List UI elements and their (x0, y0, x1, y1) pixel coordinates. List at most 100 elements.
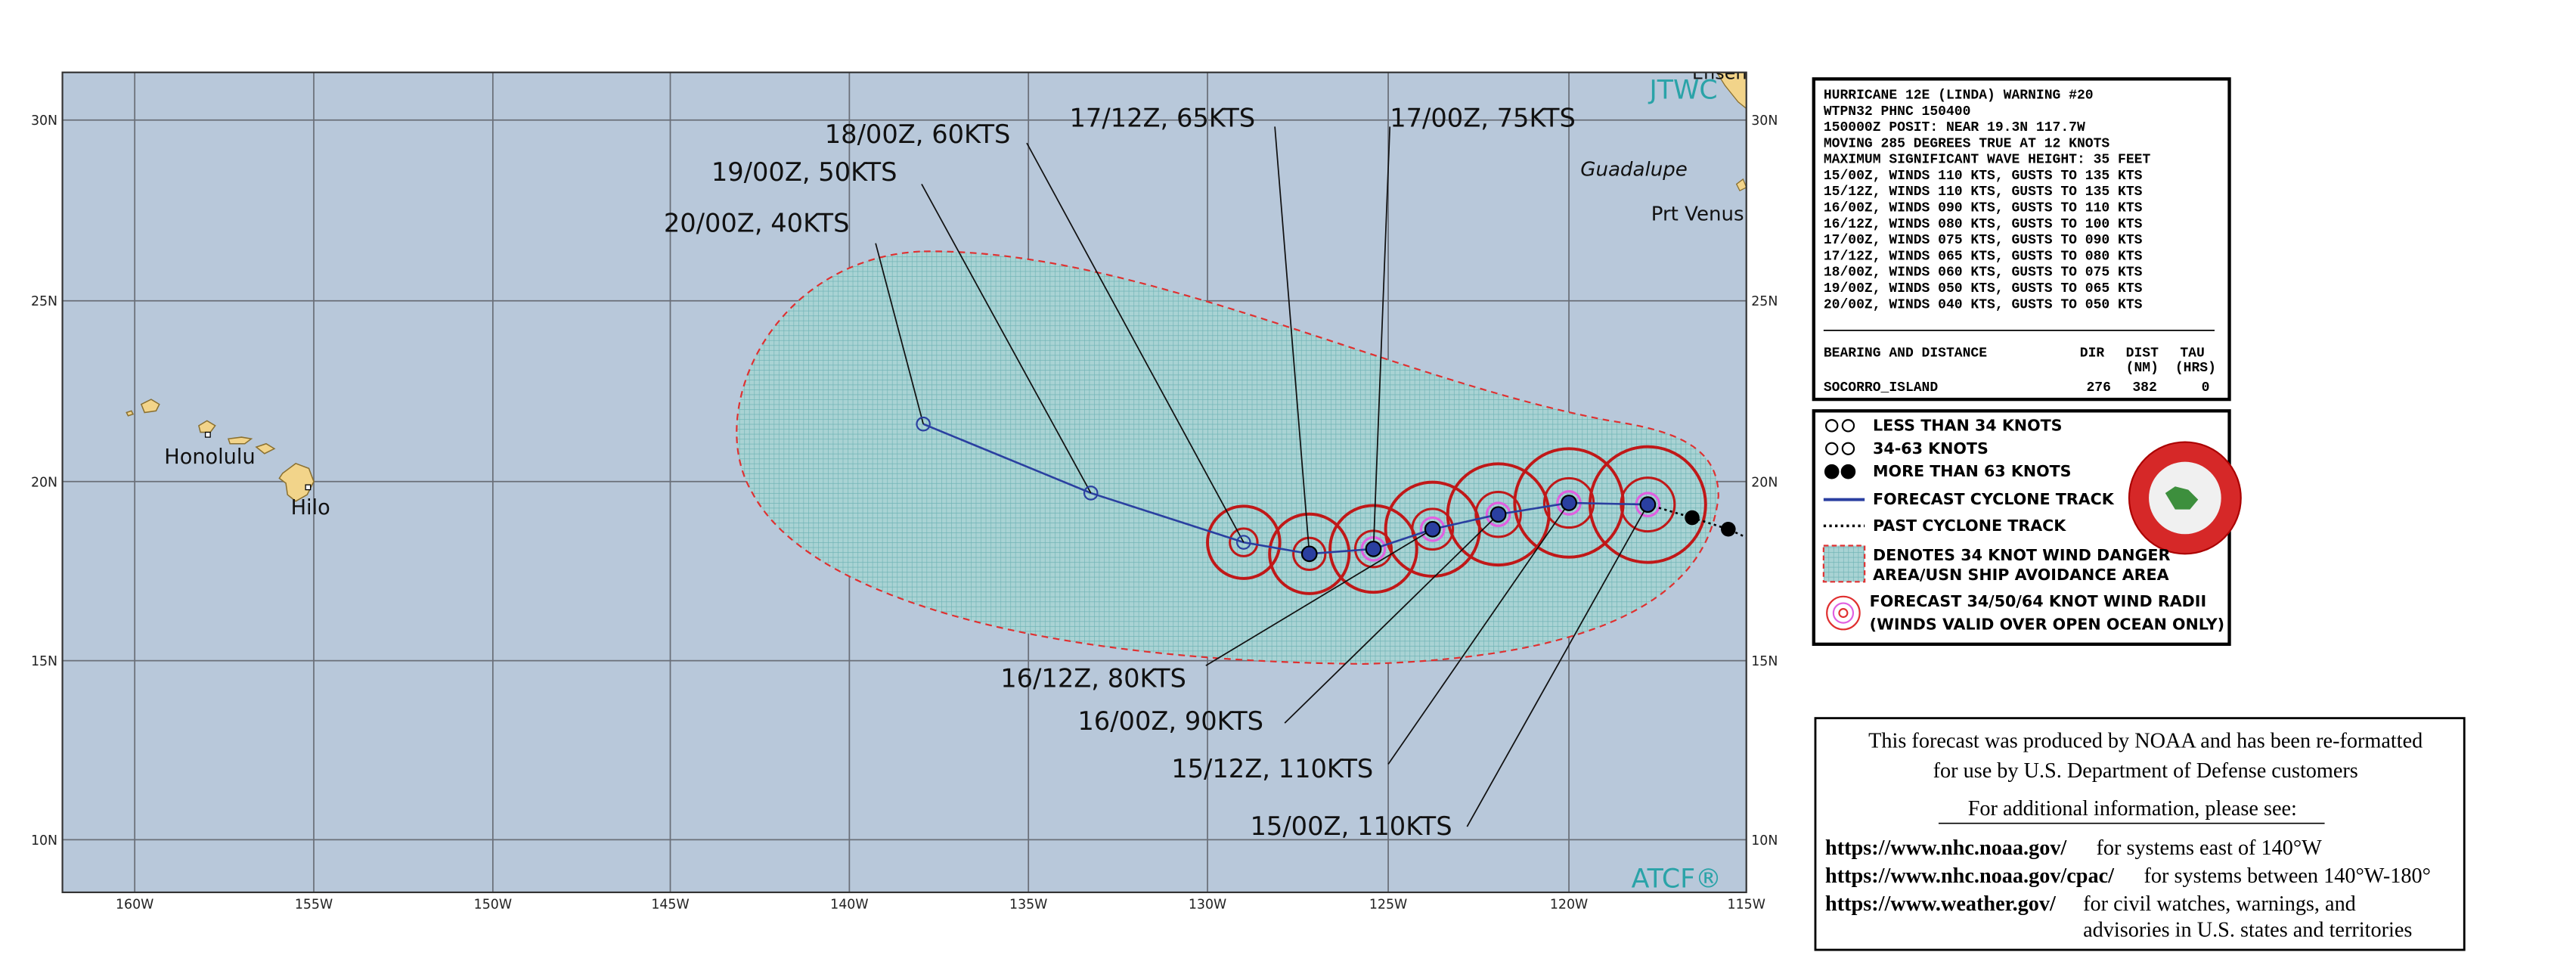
legend-item: AREA/USN SHIP AVOIDANCE AREA (1873, 566, 2169, 584)
label-leader (1274, 126, 1310, 554)
warning-line: WTPN32 PHNC 150400 (1824, 104, 1971, 119)
label-leader (1387, 502, 1570, 765)
city-marker (204, 431, 211, 438)
footer-box (1814, 717, 2466, 951)
lon-label: 135W (1009, 898, 1047, 913)
warning-line: HURRICANE 12E (LINDA) WARNING #20 (1824, 88, 2094, 103)
lon-label: 115W (1728, 898, 1765, 913)
place-label: Ensenada (1692, 62, 1781, 83)
label-leader (1026, 142, 1245, 543)
wind-radius-50 (1229, 527, 1259, 557)
warning-line: 15/12Z, WINDS 110 KTS, GUSTS TO 135 KTS (1824, 185, 2143, 200)
table-cell: 0 (2202, 380, 2210, 396)
legend-item: DENOTES 34 KNOT WIND DANGER (1873, 546, 2170, 564)
axis-labels: 30N 30N 25N 25N 20N 20N 15N 15N 10N 10N 160W 155W 15… (31, 113, 1778, 912)
place-label: Guadalupe (1580, 159, 1688, 182)
warning-line: 18/00Z, WINDS 060 KTS, GUSTS TO 075 KTS (1824, 265, 2143, 281)
forecast-point (916, 416, 931, 432)
forecast-point (1424, 520, 1441, 538)
wind-radius-34 (1446, 462, 1551, 567)
wind-radius-34 (1588, 445, 1707, 564)
footer-desc: for systems east of 140°W (2097, 836, 2323, 860)
map-frame (61, 71, 1747, 894)
warning-line: MOVING 285 DEGREES TRUE AT 12 KNOTS (1824, 136, 2110, 151)
place-label: Prt Venus (1651, 203, 1744, 225)
footer-intro: for use by U.S. Department of Defense cu… (1933, 759, 2358, 783)
forecast-label: 16/00Z, 90KTS (1077, 706, 1263, 736)
footer-link: https://www.nhc.noaa.gov/cpac/ (1825, 864, 2115, 888)
lon-label: 130W (1189, 898, 1226, 913)
forecast-label: 16/12Z, 80KTS (1000, 663, 1186, 693)
past-position (1685, 510, 1700, 526)
lat-label: 20N (31, 475, 57, 490)
wind-radius-64 (1419, 516, 1446, 542)
wind-radius-50 (1474, 490, 1522, 538)
place-label: Honolulu (164, 445, 255, 469)
forecast-point (1365, 540, 1382, 557)
legend-item: PAST CYCLONE TRACK (1873, 517, 2066, 535)
agency-label: JTWC (1648, 75, 1718, 105)
warning-line: 16/00Z, WINDS 090 KTS, GUSTS TO 110 KTS (1824, 201, 2143, 216)
wind-radius-34 (1513, 447, 1625, 559)
warning-line: 16/12Z, WINDS 080 KTS, GUSTS TO 100 KTS (1824, 217, 2143, 232)
table-header: DIST (2126, 346, 2159, 361)
lon-label: 150W (474, 898, 512, 913)
agency-label: ATCF® (1632, 864, 1722, 894)
land (1735, 178, 1747, 192)
label-leader (1466, 504, 1649, 827)
lat-label: 10N (31, 833, 57, 849)
label-leader (1284, 513, 1499, 724)
hawaii (126, 399, 315, 502)
forecast-point (1489, 506, 1507, 523)
wind-radius-64 (1485, 501, 1511, 528)
forecast-label: 15/12Z, 110KTS (1171, 754, 1373, 783)
table-cell: 382 (2132, 380, 2156, 396)
forecast-labels: 20/00Z, 40KTS 19/00Z, 50KTS 18/00Z, 60KTS 1… (664, 103, 1576, 840)
lon-label: 120W (1550, 898, 1588, 913)
legend-item: LESS THAN 34 KNOTS (1873, 416, 2063, 434)
land (1716, 72, 1747, 110)
label-leader (1372, 126, 1391, 549)
footer-link: https://www.weather.gov/ (1825, 892, 2057, 916)
label-leader (1205, 529, 1434, 666)
lon-label: 125W (1369, 898, 1407, 913)
danger-area (736, 250, 1719, 666)
forecast-label: 19/00Z, 50KTS (711, 157, 897, 187)
lat-label: 15N (31, 654, 57, 669)
footer-intro: This forecast was produced by NOAA and h… (1868, 730, 2423, 753)
warning-line: 19/00Z, WINDS 050 KTS, GUSTS TO 065 KTS (1824, 281, 2143, 296)
table-unit: (NM) (2126, 361, 2159, 376)
warning-line: 17/00Z, WINDS 075 KTS, GUSTS TO 090 KTS (1824, 233, 2143, 248)
lon-label: 155W (295, 898, 333, 913)
table-cell: 276 (2086, 380, 2110, 396)
table-header: BEARING AND DISTANCE (1824, 346, 1987, 361)
wind-radius-34 (1328, 504, 1418, 594)
footer-desc: for civil watches, warnings, and (2083, 892, 2356, 916)
wind-radius-50 (1353, 529, 1393, 569)
legend-text: LESS THAN 34 KNOTS 34-63 KNOTS MORE THAN 6… (1870, 416, 2224, 633)
wind-radius-34 (1384, 480, 1481, 578)
forecast-point (1561, 495, 1577, 511)
forecast-label: 17/00Z, 75KTS (1390, 103, 1576, 132)
legend-item: FORECAST 34/50/64 KNOT WIND RADII (1870, 592, 2206, 610)
wind-radius-50 (1292, 536, 1327, 571)
warning-box (1812, 77, 2231, 402)
lat-label: 20N (1751, 475, 1778, 490)
footer-more: For additional information, please see: (1968, 797, 2297, 821)
lat-label: 30N (1751, 113, 1778, 129)
map: Ensenada Guadalupe Prt Venus Honolulu Hi… (62, 62, 1781, 894)
wind-radius-34 (1206, 504, 1282, 580)
warning-line: 15/00Z, WINDS 110 KTS, GUSTS TO 135 KTS (1824, 169, 2143, 184)
forecast-label: 17/12Z, 65KTS (1070, 103, 1256, 132)
past-track (1647, 503, 1747, 538)
warning-line: MAXIMUM SIGNIFICANT WAVE HEIGHT: 35 FEET (1824, 153, 2151, 168)
table-unit: (HRS) (2175, 361, 2216, 376)
legend-item: FORECAST CYCLONE TRACK (1873, 490, 2115, 508)
logo (2128, 441, 2242, 555)
label-leaders (875, 126, 1649, 827)
forecast-point (1083, 486, 1099, 501)
place-label: Hilo (291, 496, 330, 520)
forecast-point (1236, 535, 1251, 550)
label-leader (875, 243, 924, 424)
